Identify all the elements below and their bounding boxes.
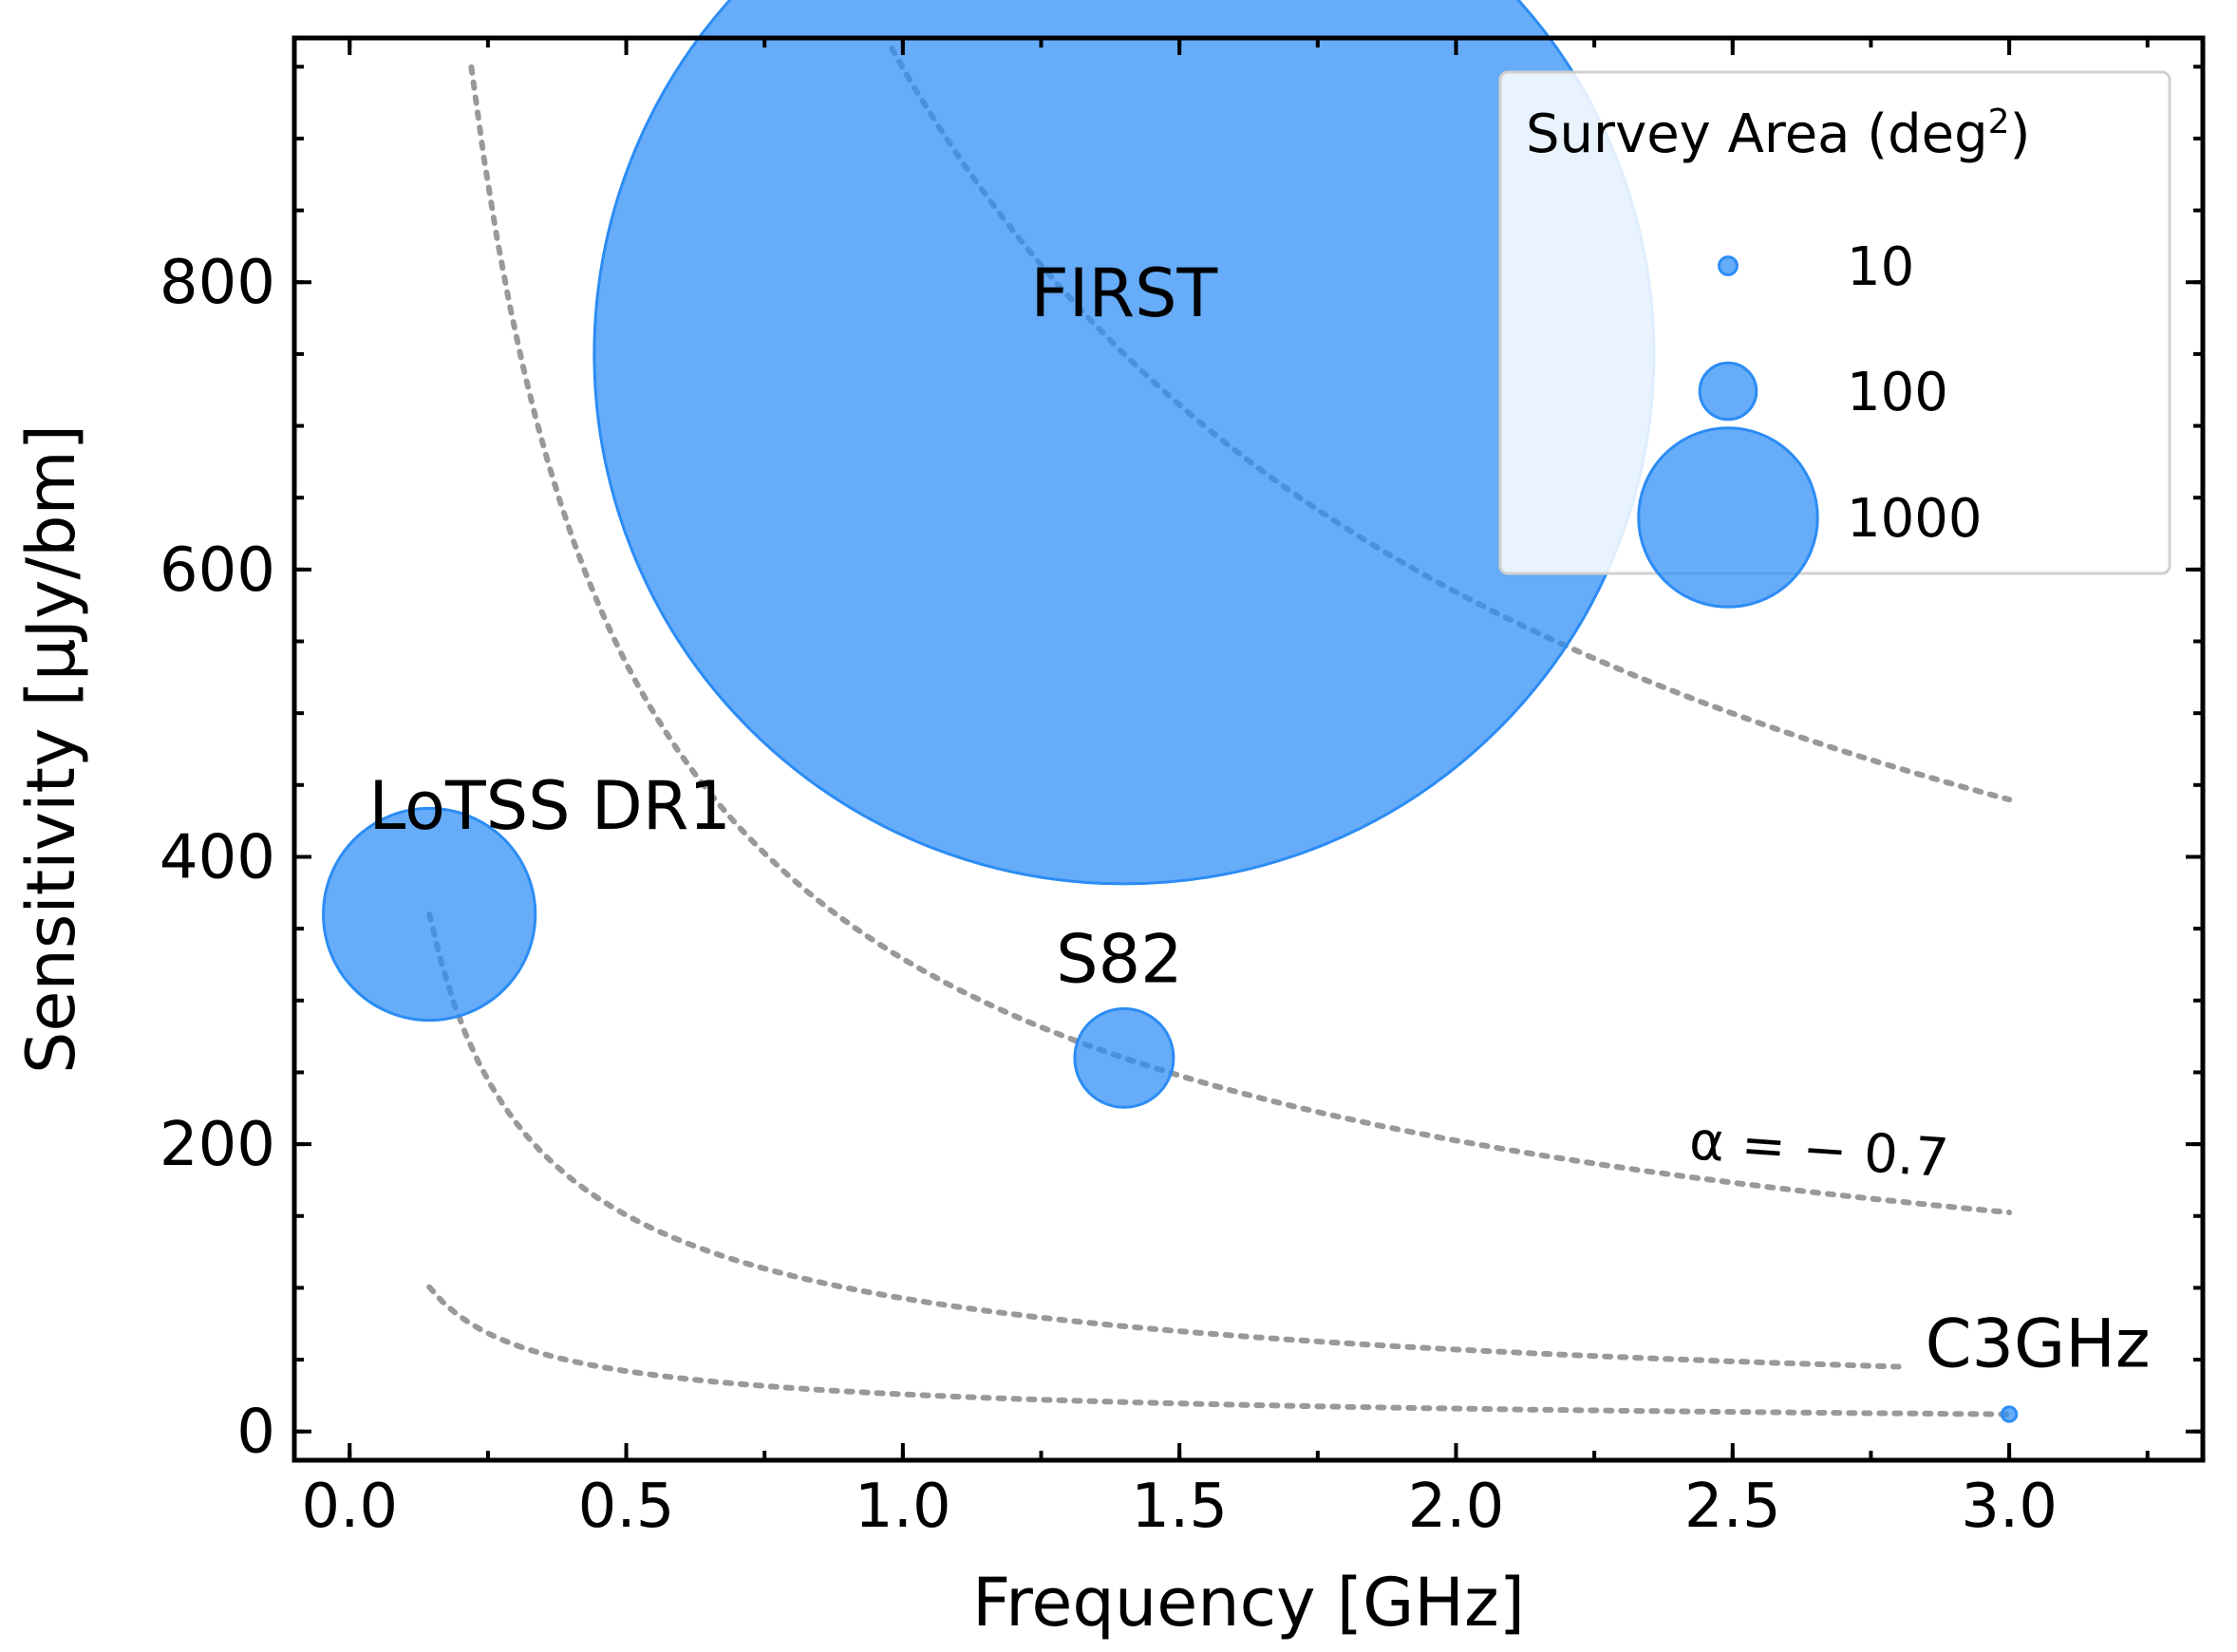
label-s82: S82 <box>1056 920 1183 998</box>
axis-tick-labels: 0.0 0.5 1.0 1.5 2.0 2.5 3.0 0 200 400 600 800 <box>160 248 2058 1542</box>
label-lotss-dr1: LoTSS DR1 <box>368 767 731 845</box>
legend-marker-100 <box>1698 361 1758 422</box>
plot-frame <box>291 35 2206 1463</box>
y-tick-label: 600 <box>160 535 275 606</box>
x-tick-label: 0.5 <box>578 1472 675 1542</box>
legend-label-10: 10 <box>1847 236 1914 298</box>
bubble-s82 <box>1073 1006 1175 1109</box>
legend-marker-1000 <box>1637 426 1819 609</box>
spectral-index-annotation: α = − 0.7 <box>1687 1110 1950 1190</box>
bubble-first <box>592 0 1656 886</box>
spectral-curve-1 <box>468 64 2013 1215</box>
y-tick-label: 800 <box>160 248 275 318</box>
y-tick-label: 0 <box>236 1398 275 1468</box>
legend-label-100: 100 <box>1847 362 1948 423</box>
y-axis-title: Sensitivity [μJy/bm] <box>12 424 90 1074</box>
bubble-lotss-dr1 <box>322 806 537 1023</box>
spectral-curve-2 <box>426 911 1902 1370</box>
x-tick-label: 1.0 <box>855 1472 951 1542</box>
x-tick-label: 0.0 <box>301 1472 398 1542</box>
legend-box <box>1498 70 2171 575</box>
y-tick-label: 200 <box>160 1110 275 1180</box>
legend-marker-10 <box>1718 255 1739 276</box>
survey-bubbles <box>322 0 2019 1423</box>
legend-title: Survey Area (deg2) <box>1526 103 2030 165</box>
x-tick-label: 1.5 <box>1131 1472 1228 1542</box>
x-tick-label: 2.0 <box>1408 1472 1505 1542</box>
legend-entries: 10 100 1000 <box>1637 236 1983 609</box>
legend: Survey Area (deg2) 10 100 1000 <box>1498 70 2171 609</box>
survey-labels: FIRST LoTSS DR1 S82 C3GHz <box>368 254 2150 1383</box>
spectral-curve-3 <box>426 1284 2013 1417</box>
legend-label-1000: 1000 <box>1847 488 1983 550</box>
x-axis-title: Frequency [GHz] <box>972 1564 1525 1642</box>
label-first: FIRST <box>1031 254 1218 332</box>
x-tick-label: 2.5 <box>1684 1472 1781 1542</box>
x-tick-label: 3.0 <box>1961 1472 2058 1542</box>
bubble-c3ghz <box>2000 1405 2019 1423</box>
y-tick-label: 400 <box>160 822 275 892</box>
label-c3ghz: C3GHz <box>1926 1305 2151 1383</box>
